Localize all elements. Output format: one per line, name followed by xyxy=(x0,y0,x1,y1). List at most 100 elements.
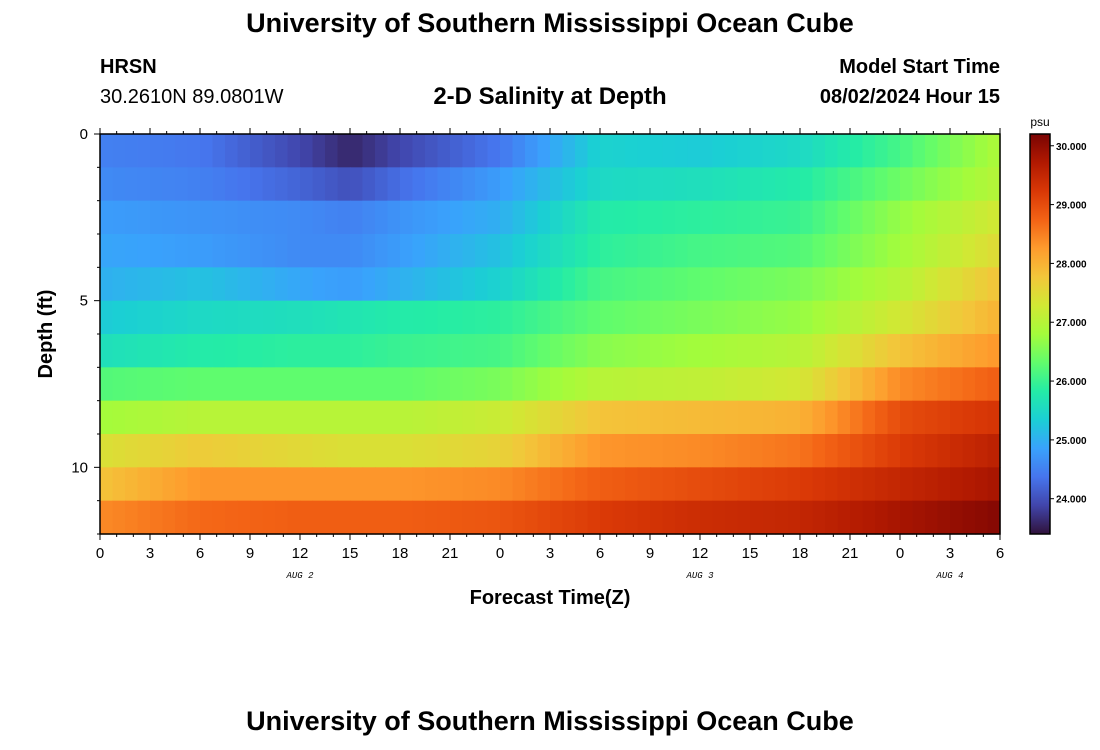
heatmap-cell xyxy=(712,267,726,302)
heatmap-cell xyxy=(125,234,139,268)
heatmap-cell xyxy=(775,467,789,502)
heatmap-cell xyxy=(512,134,526,168)
heatmap-cell xyxy=(225,167,239,202)
heatmap-cell xyxy=(875,267,889,302)
heatmap-cell xyxy=(512,400,526,435)
heatmap-cell xyxy=(375,200,389,235)
heatmap-cell xyxy=(800,167,814,202)
heatmap-cell xyxy=(725,400,739,435)
heatmap-cell xyxy=(975,334,989,368)
heatmap-cell xyxy=(100,500,114,535)
heatmap-cell xyxy=(325,434,339,468)
heatmap-cell xyxy=(937,167,951,202)
heatmap-cell xyxy=(975,134,989,168)
heatmap-cell xyxy=(687,500,701,535)
heatmap-cell xyxy=(400,400,414,435)
heatmap-cell xyxy=(262,367,276,402)
heatmap-cell xyxy=(775,400,789,435)
heatmap-cell xyxy=(537,200,551,235)
heatmap-cell xyxy=(200,434,214,468)
heatmap-cell xyxy=(100,467,114,502)
heatmap-cell xyxy=(537,267,551,302)
heatmap-cell xyxy=(125,334,139,368)
y-tick-label: 10 xyxy=(71,459,88,476)
repeated-title: University of Southern Mississippi Ocean… xyxy=(246,706,854,736)
heatmap-cell xyxy=(312,334,326,368)
heatmap-cell xyxy=(475,467,489,502)
heatmap-cell xyxy=(837,134,851,168)
heatmap-cell xyxy=(737,167,751,202)
heatmap-cell xyxy=(425,200,439,235)
heatmap-cell xyxy=(612,200,626,235)
heatmap-cell xyxy=(600,467,614,502)
heatmap-cell xyxy=(400,134,414,168)
heatmap-cell xyxy=(787,434,801,468)
heatmap-cell xyxy=(112,334,126,368)
heatmap-cell xyxy=(112,134,126,168)
heatmap-cell xyxy=(462,434,476,468)
heatmap-cell xyxy=(400,467,414,502)
heatmap-cell xyxy=(687,434,701,468)
heatmap-cell xyxy=(987,467,1001,502)
heatmap-cell xyxy=(562,267,576,302)
heatmap-cell xyxy=(887,167,901,202)
heatmap-cell xyxy=(912,367,926,402)
heatmap-cell xyxy=(362,167,376,202)
heatmap-cell xyxy=(850,400,864,435)
heatmap-cell xyxy=(925,367,939,402)
heatmap-cell xyxy=(175,467,189,502)
heatmap-cell xyxy=(700,500,714,535)
heatmap-cell xyxy=(662,467,676,502)
heatmap-cell xyxy=(937,300,951,335)
heatmap-cell xyxy=(512,367,526,402)
heatmap-cell xyxy=(837,334,851,368)
heatmap-cell xyxy=(250,200,264,235)
heatmap-cell xyxy=(425,334,439,368)
heatmap-cell xyxy=(512,334,526,368)
heatmap-cell xyxy=(575,434,589,468)
heatmap-cell xyxy=(325,467,339,502)
heatmap-cell xyxy=(387,234,401,268)
heatmap-cell xyxy=(225,500,239,535)
heatmap-cell xyxy=(450,234,464,268)
heatmap-cell xyxy=(700,367,714,402)
heatmap-cell xyxy=(137,334,151,368)
heatmap-cell xyxy=(650,467,664,502)
heatmap-cell xyxy=(387,267,401,302)
heatmap-cell xyxy=(900,500,914,535)
heatmap-cell xyxy=(550,367,564,402)
heatmap-cell xyxy=(362,134,376,168)
heatmap-cell xyxy=(137,134,151,168)
heatmap-cell xyxy=(575,300,589,335)
heatmap-cell xyxy=(237,167,251,202)
heatmap-cell xyxy=(812,167,826,202)
heatmap-cell xyxy=(850,167,864,202)
heatmap-cell xyxy=(900,267,914,302)
heatmap-cell xyxy=(587,434,601,468)
heatmap-cell xyxy=(350,434,364,468)
heatmap-cell xyxy=(587,467,601,502)
heatmap-cell xyxy=(950,234,964,268)
heatmap-cell xyxy=(225,234,239,268)
heatmap-cell xyxy=(200,334,214,368)
heatmap-cell xyxy=(425,434,439,468)
heatmap-cell xyxy=(337,500,351,535)
heatmap-cell xyxy=(450,200,464,235)
heatmap-cell xyxy=(900,334,914,368)
heatmap-cell xyxy=(262,500,276,535)
heatmap-cell xyxy=(187,434,201,468)
heatmap-cell xyxy=(675,167,689,202)
heatmap-cell xyxy=(362,367,376,402)
heatmap-cell xyxy=(412,234,426,268)
heatmap-cell xyxy=(150,400,164,435)
heatmap-cell xyxy=(500,234,514,268)
heatmap-cell xyxy=(562,434,576,468)
heatmap-cell xyxy=(287,467,301,502)
heatmap-cell xyxy=(275,467,289,502)
heatmap-cell xyxy=(887,300,901,335)
heatmap-cell xyxy=(312,467,326,502)
heatmap-cell xyxy=(162,200,176,235)
heatmap-cell xyxy=(487,467,501,502)
x-tick-label: 9 xyxy=(646,545,654,562)
heatmap-cell xyxy=(750,300,764,335)
